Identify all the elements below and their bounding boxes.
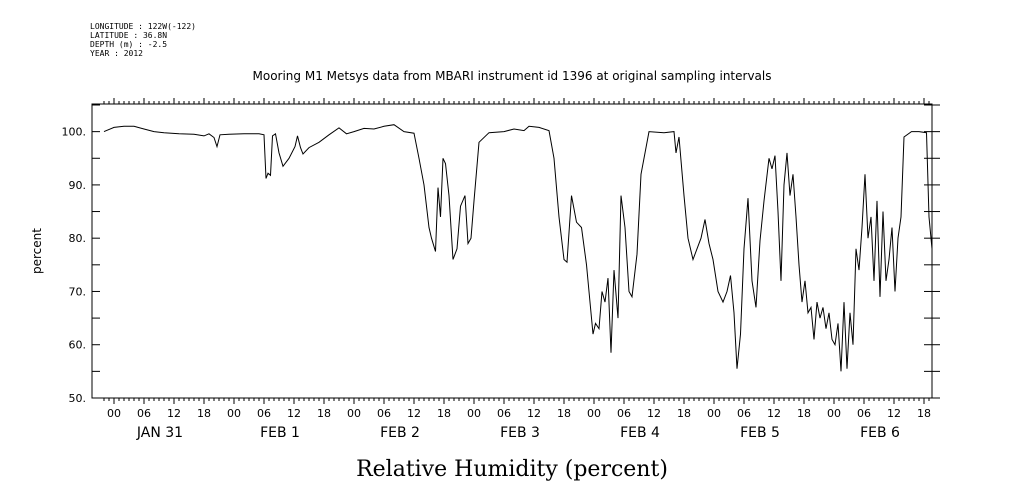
plot-frame [91,103,933,399]
x-day-label: FEB 2 [380,425,420,441]
x-tick-label: 12 [767,407,781,420]
x-tick-label: 12 [647,407,661,420]
x-day-label: FEB 3 [500,425,540,441]
x-tick-label: 06 [137,407,151,420]
y-tick-label: 50. [69,392,87,405]
x-axis-label: Relative Humidity (percent) [356,457,668,482]
x-tick-label: 00 [827,407,841,420]
x-tick-label: 12 [287,407,301,420]
x-tick-label: 12 [407,407,421,420]
x-day-label: FEB 6 [860,425,900,441]
x-tick-label: 18 [317,407,331,420]
x-tick-label: 00 [467,407,481,420]
x-day-label: JAN 31 [136,425,183,441]
x-tick-label: 18 [437,407,451,420]
x-tick-label: 18 [917,407,931,420]
x-tick-label: 18 [797,407,811,420]
x-tick-label: 18 [677,407,691,420]
x-tick-label: 06 [257,407,271,420]
x-tick-label: 00 [707,407,721,420]
x-tick-label: 18 [197,407,211,420]
x-day-label: FEB 5 [740,425,780,441]
x-tick-label: 00 [227,407,241,420]
x-tick-label: 00 [107,407,121,420]
latitude-text: LATITUDE : 36.8N [90,31,168,40]
x-tick-label: 06 [737,407,751,420]
x-tick-label: 12 [167,407,181,420]
axis-labels-layer: 00 06 12 18 00 06 12 18 00 06 12 18 00 06 12 18 00 06 12 18… [62,126,932,441]
y-tick-label: 60. [69,339,87,352]
x-tick-label: 06 [857,407,871,420]
x-tick-label: 12 [887,407,901,420]
y-tick-label: 70. [69,285,87,298]
x-tick-label: 00 [587,407,601,420]
y-tick-label: 80. [69,232,87,245]
metadata-block: LONGITUDE : 122W(-122) LATITUDE : 36.8N … [90,22,196,58]
x-tick-label: 18 [557,407,571,420]
x-day-label: FEB 4 [620,425,660,441]
x-tick-label: 06 [377,407,391,420]
x-day-label: FEB 1 [260,425,300,441]
x-tick-label: 00 [347,407,361,420]
y-tick-label: 100. [62,126,87,139]
depth-text: DEPTH (m) : -2.5 [90,40,168,49]
x-tick-label: 12 [527,407,541,420]
y-tick-label: 90. [69,179,87,192]
chart-title: Mooring M1 Metsys data from MBARI instru… [253,69,772,83]
longitude-text: LONGITUDE : 122W(-122) [90,22,196,31]
humidity-series-line [103,124,933,372]
tick-layer [92,98,940,404]
y-axis-label: percent [30,228,44,274]
x-tick-label: 06 [617,407,631,420]
x-tick-label: 06 [497,407,511,420]
year-text: YEAR : 2012 [90,49,143,58]
